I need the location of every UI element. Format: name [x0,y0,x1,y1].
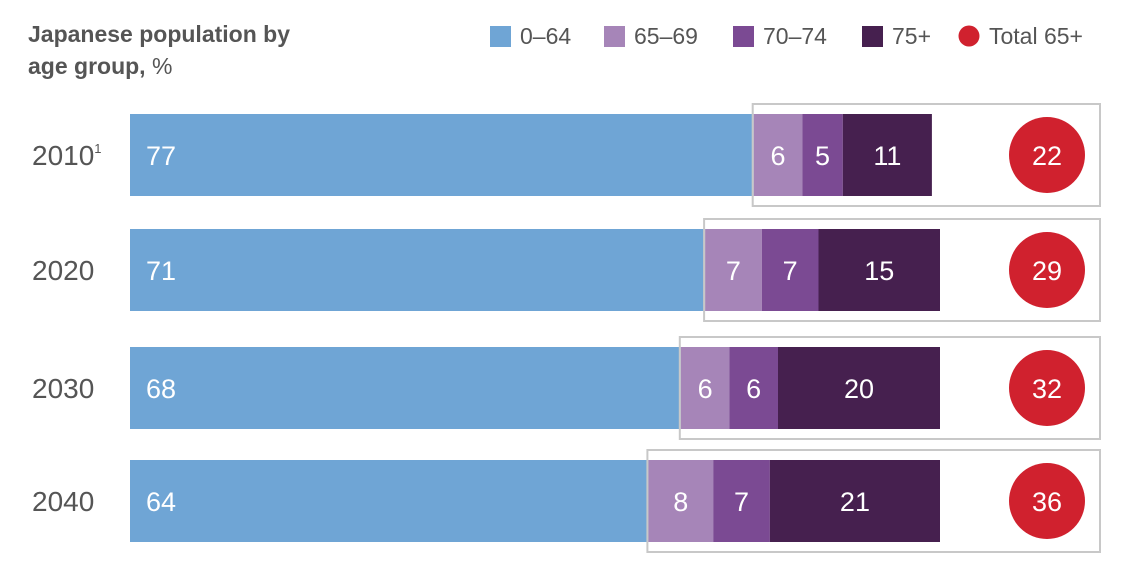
bar-value-label-2010-0: 77 [146,141,176,171]
bar-segment-2040-2 [713,460,770,542]
bar-segment-2010-0 [130,114,754,196]
bar-value-label-2020-3: 15 [864,256,894,286]
bar-segment-2030-3 [778,347,940,429]
legend-swatch-0-64 [490,26,511,47]
legend-label-65-69: 65–69 [634,23,698,49]
legend-label-75plus: 75+ [892,23,931,49]
total-65plus-frame-2010 [751,103,1101,207]
bar-segment-2010-3 [842,114,932,196]
bar-value-label-2020-1: 7 [726,256,741,286]
bar-segment-2040-3 [769,460,940,542]
total-65plus-frame-2040 [646,449,1102,553]
year-label-2030: 2030 [32,373,94,404]
chart-title-line2: age group, [28,53,146,79]
legend-swatch-65-69 [604,26,625,47]
bar-segment-2020-1 [705,229,762,311]
year-label-2010: 20101 [32,140,102,171]
bar-segment-2030-2 [729,347,778,429]
bar-segment-2020-2 [761,229,819,311]
bar-value-label-2030-0: 68 [146,374,176,404]
bar-segment-2020-3 [818,229,940,311]
total-value-label-2020: 29 [1032,256,1062,286]
bar-value-label-2010-2: 5 [815,141,830,171]
year-label-2040: 2040 [32,486,94,517]
bar-segment-2010-2 [802,114,843,196]
bar-segment-2040-1 [648,460,714,542]
bar-segment-2020-0 [130,229,706,311]
chart-title: Japanese population by age group, % [28,18,408,82]
legend-label-0-64: 0–64 [520,23,571,49]
chart-unit: % [151,53,173,79]
bar-segment-2040-0 [130,460,649,542]
bar-value-label-2020-2: 7 [783,256,798,286]
bar-value-label-2030-1: 6 [698,374,713,404]
bar-value-label-2040-2: 7 [734,487,749,517]
total-value-label-2030: 32 [1032,374,1062,404]
bar-value-label-2040-1: 8 [673,487,688,517]
total-circle-2010 [1009,117,1085,193]
total-65plus-frame-2020 [703,218,1101,322]
legend-swatch-75plus [862,26,883,47]
legend-label-total-65plus: Total 65+ [989,23,1083,49]
total-value-label-2040: 36 [1032,487,1062,517]
footnote-marker: 1 [94,141,101,156]
total-circle-2020 [1009,232,1085,308]
legend-swatch-total-65plus [958,25,980,47]
total-circle-2040 [1009,463,1085,539]
bar-value-label-2040-0: 64 [146,487,176,517]
bar-segment-2030-0 [130,347,681,429]
bar-segment-2010-1 [753,114,803,196]
chart-title-text: Japanese population by [28,21,290,47]
bar-value-label-2030-3: 20 [844,374,874,404]
bar-value-label-2010-1: 6 [770,141,785,171]
bar-value-label-2030-2: 6 [746,374,761,404]
total-value-label-2010: 22 [1032,141,1062,171]
bar-value-label-2040-3: 21 [840,487,870,517]
bar-value-label-2010-3: 11 [873,141,901,171]
legend-label-70-74: 70–74 [763,23,827,49]
bar-value-label-2020-0: 71 [146,256,176,286]
bar-segment-2030-1 [680,347,730,429]
total-65plus-frame-2030 [678,336,1101,440]
legend-swatch-70-74 [733,26,754,47]
year-label-2020: 2020 [32,255,94,286]
total-circle-2030 [1009,350,1085,426]
